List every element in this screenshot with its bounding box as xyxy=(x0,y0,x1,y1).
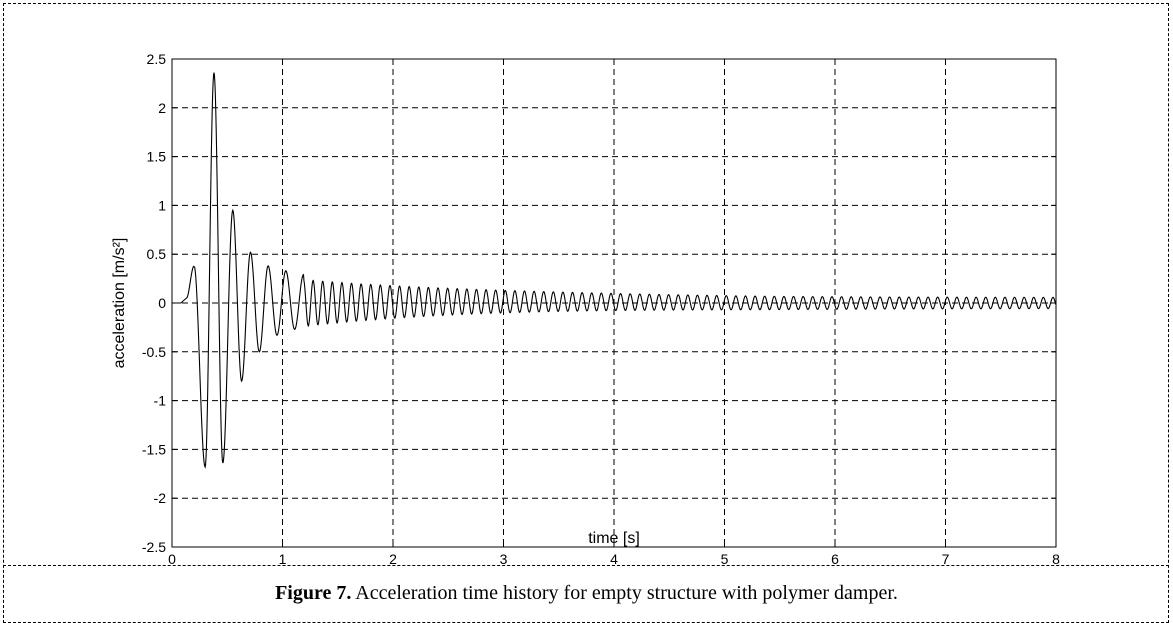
y-tick-label: -0.5 xyxy=(142,344,166,360)
y-tick-label: -1.5 xyxy=(142,441,166,457)
x-tick-label: 3 xyxy=(500,551,508,565)
y-tick-label: -2 xyxy=(154,490,167,506)
y-axis-label: acceleration [m/s²] xyxy=(111,238,128,369)
y-tick-label: 2 xyxy=(158,100,166,116)
y-tick-label: 0.5 xyxy=(147,246,167,262)
x-tick-label: 4 xyxy=(610,551,618,565)
x-tick-label: 2 xyxy=(389,551,397,565)
y-tick-label: 2.5 xyxy=(147,51,167,67)
y-tick-labels: 2.5 2 1.5 1 0.5 0 -0.5 -1 -1.5 -2 -2.5 xyxy=(142,51,166,555)
x-tick-label: 6 xyxy=(831,551,839,565)
x-axis-label: time [s] xyxy=(588,530,640,547)
y-tick-label: -2.5 xyxy=(142,539,166,555)
x-tick-label: 7 xyxy=(942,551,950,565)
y-tick-label: 1.5 xyxy=(147,149,167,165)
acceleration-series-line xyxy=(172,72,1057,469)
caption-label: Figure 7. xyxy=(275,582,352,604)
x-tick-label: 5 xyxy=(721,551,729,565)
y-tick-label: -1 xyxy=(154,393,167,409)
acceleration-chart: 0 1 2 3 4 5 6 7 8 2.5 2 1.5 1 0.5 0 -0.5 -1 -1.5 -2 -2.5 t… xyxy=(111,51,1060,565)
grid-lines xyxy=(172,59,1056,547)
x-tick-label: 0 xyxy=(168,551,176,565)
y-tick-label: 1 xyxy=(158,197,166,213)
x-tick-label: 1 xyxy=(279,551,287,565)
tick-marks xyxy=(171,58,1057,548)
caption-text: Acceleration time history for empty stru… xyxy=(351,582,898,604)
figure-caption: Figure 7. Acceleration time history for … xyxy=(0,582,1173,605)
x-tick-label: 8 xyxy=(1052,551,1060,565)
caption-divider xyxy=(3,565,1169,566)
y-tick-label: 0 xyxy=(158,295,166,311)
x-tick-labels: 0 1 2 3 4 5 6 7 8 xyxy=(168,551,1060,565)
